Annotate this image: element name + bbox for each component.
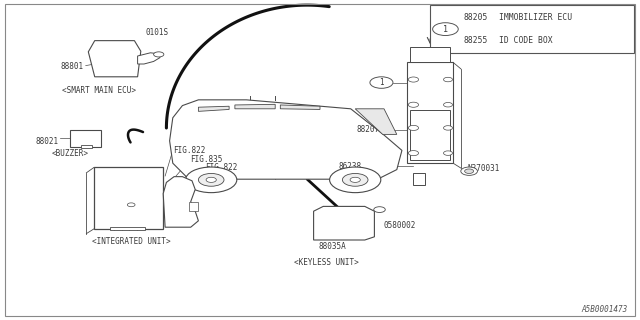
Polygon shape	[88, 41, 141, 77]
Circle shape	[154, 52, 164, 57]
Text: 88035A: 88035A	[319, 242, 346, 251]
Bar	[410, 47, 450, 62]
Text: BRKT HVAC D: BRKT HVAC D	[444, 47, 494, 56]
Polygon shape	[235, 104, 275, 109]
Text: IMMOBILIZER ECU: IMMOBILIZER ECU	[499, 13, 572, 22]
Circle shape	[330, 167, 381, 193]
Text: FIG.822: FIG.822	[173, 146, 205, 155]
Polygon shape	[314, 206, 374, 240]
Polygon shape	[355, 109, 397, 134]
Bar	[410, 110, 450, 160]
Text: 88205: 88205	[463, 13, 488, 22]
Bar	[407, 62, 453, 163]
Circle shape	[444, 126, 452, 130]
Circle shape	[186, 167, 237, 193]
Circle shape	[444, 151, 452, 156]
Bar	[81, 145, 92, 148]
Circle shape	[408, 151, 419, 156]
Text: <SMART MAIN ECU>: <SMART MAIN ECU>	[62, 86, 136, 95]
Circle shape	[433, 23, 458, 36]
Text: 88801: 88801	[60, 62, 83, 71]
Bar	[430, 5, 634, 53]
Circle shape	[206, 177, 216, 182]
Text: N370031: N370031	[467, 164, 500, 172]
Circle shape	[465, 169, 474, 173]
Text: 1: 1	[379, 78, 384, 87]
Bar	[413, 173, 425, 185]
Circle shape	[444, 77, 452, 82]
Circle shape	[342, 173, 368, 186]
Circle shape	[461, 167, 477, 175]
Circle shape	[408, 77, 419, 82]
Polygon shape	[138, 53, 160, 64]
Polygon shape	[280, 105, 320, 109]
Text: <INTEGRATED UNIT>: <INTEGRATED UNIT>	[92, 237, 170, 246]
Circle shape	[350, 177, 360, 182]
Bar	[94, 167, 163, 229]
Text: <BUZZER>: <BUZZER>	[52, 149, 89, 158]
Bar	[110, 227, 145, 230]
Bar	[70, 130, 101, 147]
Text: ID CODE BOX: ID CODE BOX	[499, 36, 553, 45]
Circle shape	[408, 125, 419, 131]
Circle shape	[408, 102, 419, 107]
Text: FIG.835: FIG.835	[190, 155, 223, 164]
Circle shape	[374, 207, 385, 212]
Text: 88255: 88255	[463, 36, 488, 45]
Text: 1: 1	[443, 25, 448, 34]
Text: FIG.822: FIG.822	[205, 163, 237, 172]
Text: <KEYLESS UNIT>: <KEYLESS UNIT>	[294, 258, 359, 267]
Circle shape	[370, 77, 393, 88]
Text: 0101S: 0101S	[146, 28, 169, 37]
Text: 0580002: 0580002	[384, 221, 417, 230]
Circle shape	[198, 173, 224, 186]
Polygon shape	[198, 106, 229, 111]
Circle shape	[127, 203, 135, 207]
Polygon shape	[170, 100, 402, 179]
Polygon shape	[189, 202, 198, 211]
Polygon shape	[163, 177, 198, 227]
Circle shape	[444, 102, 452, 107]
Text: 88021: 88021	[36, 137, 59, 146]
Text: 88207C: 88207C	[356, 125, 384, 134]
Text: A5B0001473: A5B0001473	[581, 305, 627, 314]
Text: 86238: 86238	[339, 162, 362, 171]
